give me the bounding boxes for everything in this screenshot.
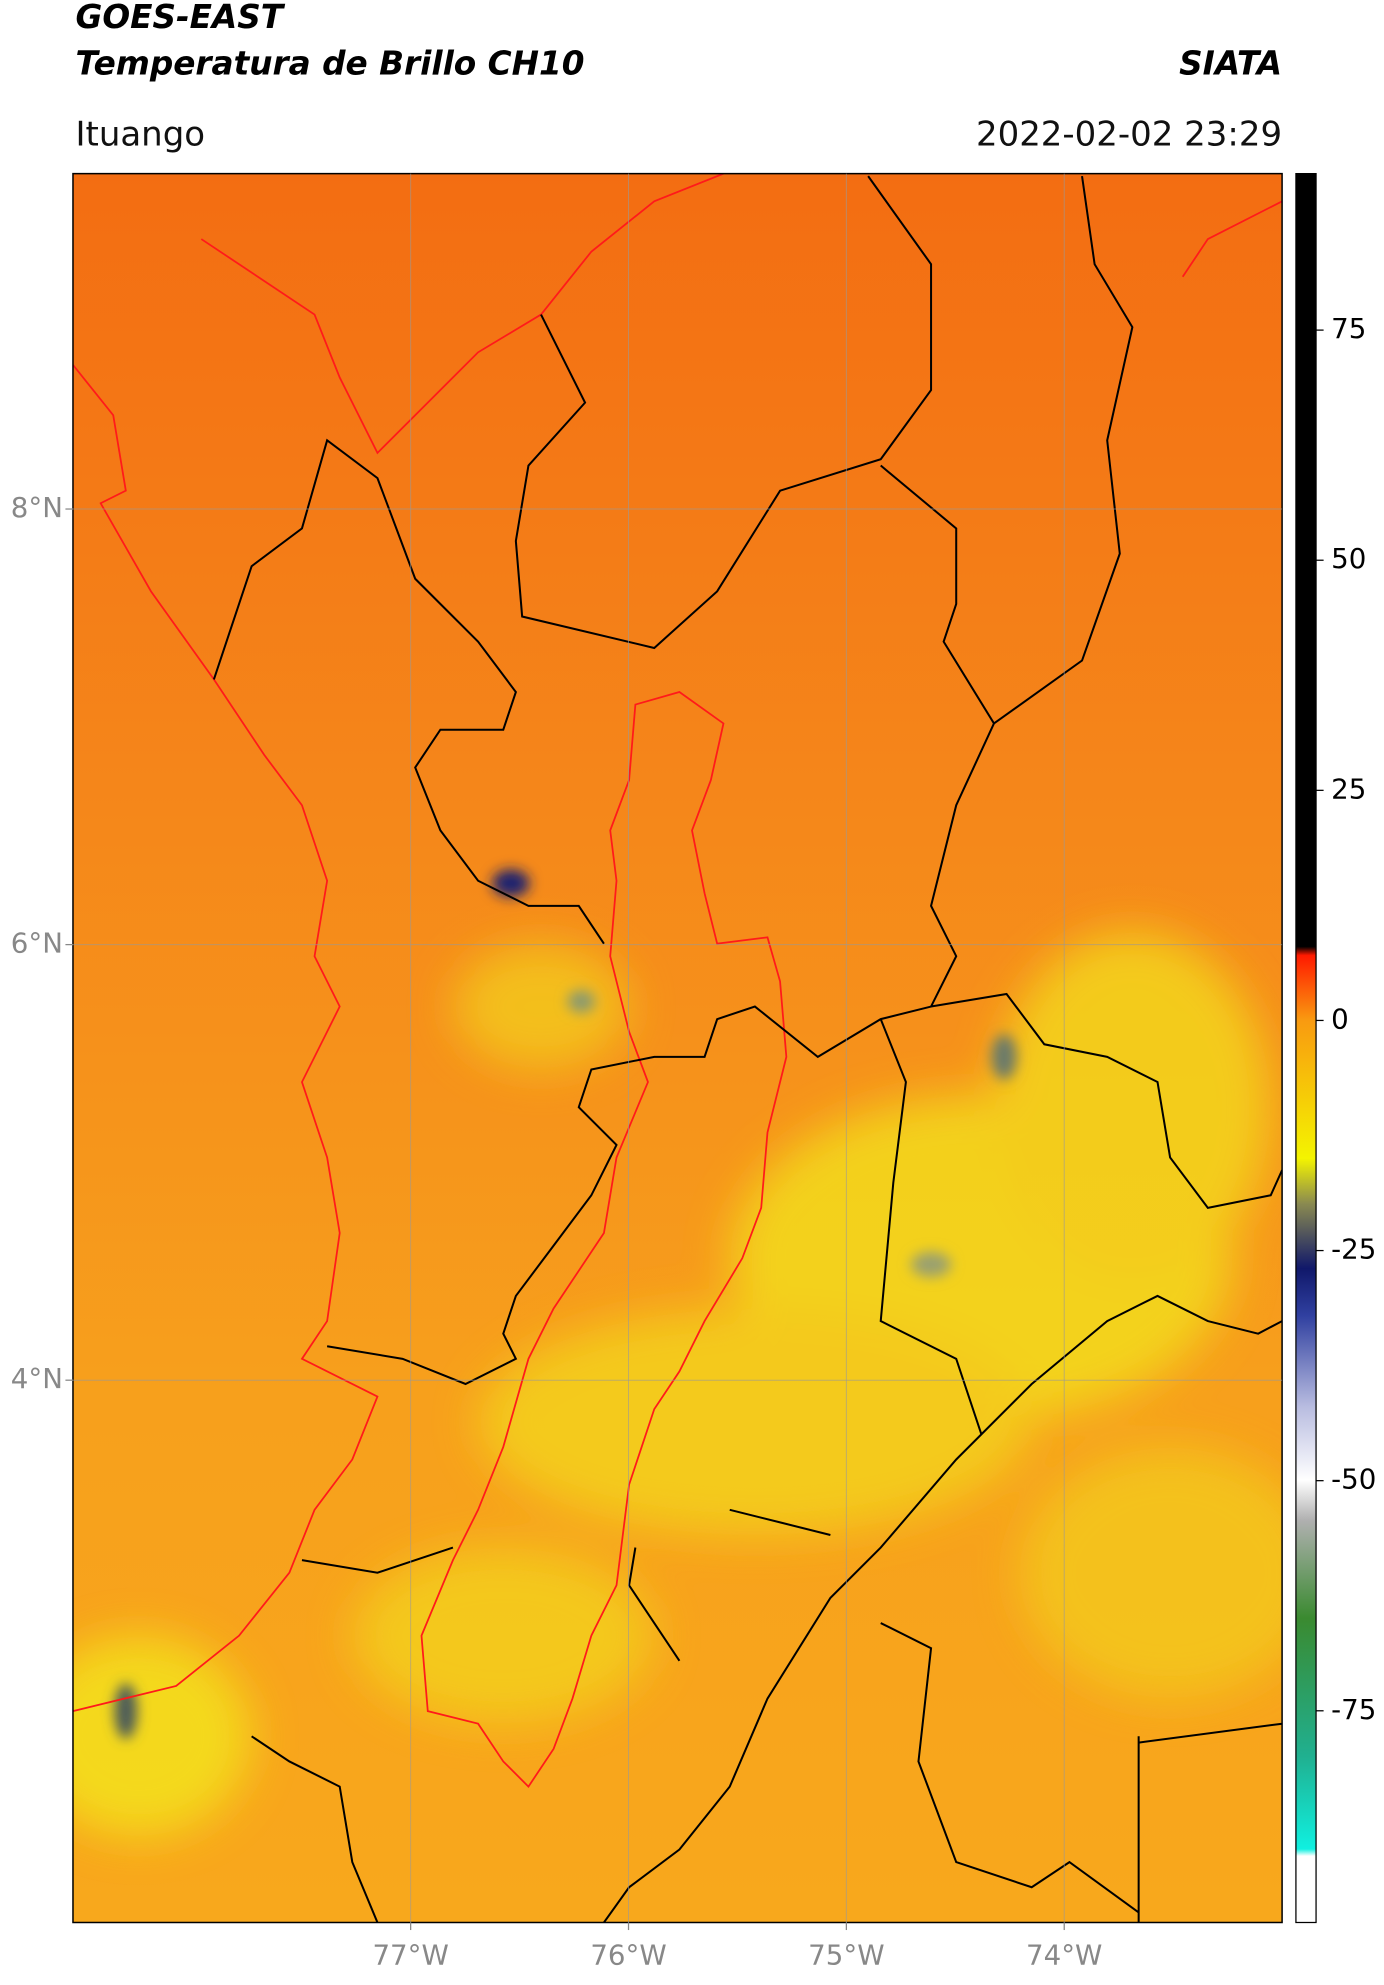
coastline-east bbox=[1181, 200, 1283, 278]
x-tick-label: 76°W bbox=[590, 1938, 666, 1971]
cold-cells bbox=[114, 869, 1017, 1739]
y-tick-label: 6°N bbox=[11, 927, 63, 960]
timestamp: 2022-02-02 23:29 bbox=[976, 114, 1282, 154]
colorbar-tick-label: 0 bbox=[1331, 1002, 1349, 1035]
coastline bbox=[72, 364, 379, 1712]
department-outline bbox=[420, 691, 788, 1788]
location: Ituango bbox=[75, 114, 205, 154]
colorbar-tick-label: -25 bbox=[1331, 1233, 1376, 1266]
colorbar-tick-label: 50 bbox=[1331, 542, 1366, 575]
colorbar-tick-label: -75 bbox=[1331, 1693, 1376, 1726]
x-tick-label: 77°W bbox=[372, 1938, 448, 1971]
y-tick-label: 4°N bbox=[11, 1362, 63, 1395]
colorbar bbox=[1295, 172, 1317, 1924]
credit: SIATA bbox=[1179, 44, 1282, 82]
x-tick-label: 75°W bbox=[808, 1938, 884, 1971]
borders bbox=[212, 175, 1283, 1923]
colorbar-tick-label: -50 bbox=[1331, 1463, 1376, 1496]
subtitle: Temperatura de Brillo CH10 bbox=[75, 44, 584, 82]
title: GOES-EAST bbox=[75, 0, 285, 36]
map-area bbox=[72, 173, 1283, 1923]
colorbar-tick-label: 25 bbox=[1331, 772, 1366, 805]
map-frame bbox=[72, 172, 1283, 1924]
colorbar-tick-label: 75 bbox=[1331, 312, 1366, 345]
coastline-north bbox=[200, 173, 724, 455]
x-tick-label: 74°W bbox=[1026, 1938, 1102, 1971]
y-tick-label: 8°N bbox=[11, 491, 63, 524]
